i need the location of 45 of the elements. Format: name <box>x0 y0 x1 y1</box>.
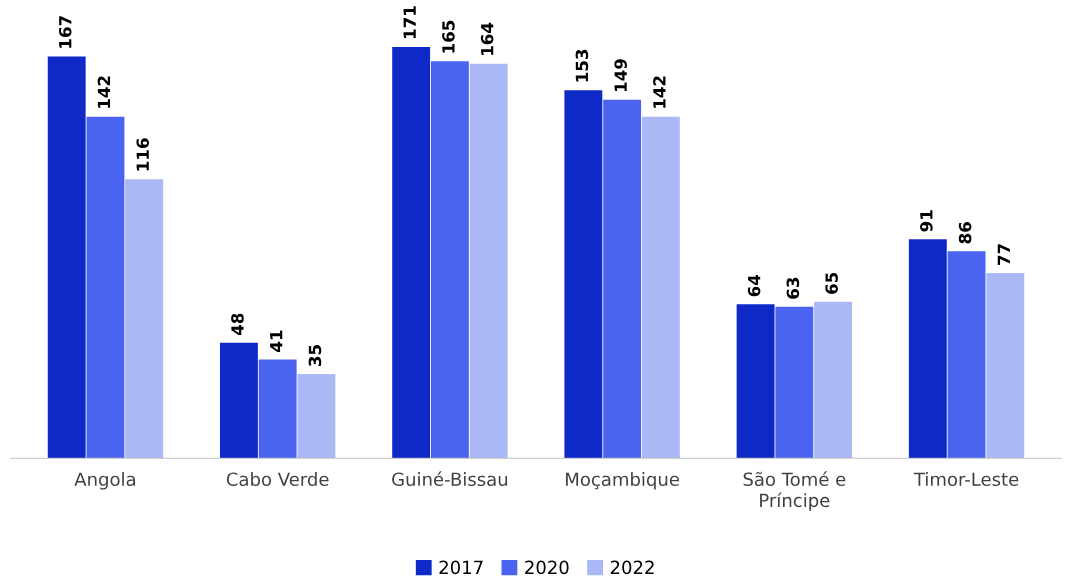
bar <box>125 179 164 459</box>
data-label: 165 <box>442 20 455 53</box>
bar <box>736 304 775 459</box>
x-tick-label: Timor-Leste <box>913 472 1019 487</box>
bar <box>219 342 258 459</box>
data-label: 35 <box>308 345 322 366</box>
data-label: 63 <box>786 277 800 299</box>
bar <box>297 374 336 459</box>
data-label: 142 <box>97 76 111 108</box>
x-tick-label: São Tomé e Príncipe <box>743 471 846 511</box>
bar <box>908 239 947 459</box>
data-label: 91 <box>920 210 933 232</box>
bar <box>47 56 86 459</box>
bar <box>603 99 642 459</box>
data-label: 64 <box>747 274 761 297</box>
data-label: 142 <box>653 76 666 108</box>
data-label: 65 <box>825 272 838 294</box>
data-label: 149 <box>614 59 627 92</box>
bar <box>641 116 680 459</box>
bar <box>430 61 469 459</box>
data-label: 86 <box>958 222 972 244</box>
legend-label: 2020 <box>525 560 569 575</box>
bar <box>564 90 603 459</box>
data-label: 116 <box>136 138 150 171</box>
data-label: 48 <box>231 313 244 336</box>
bar <box>986 273 1025 459</box>
x-tick-label: Cabo Verde <box>226 472 329 487</box>
bar <box>392 46 431 459</box>
bar <box>775 306 814 459</box>
x-tick-label: Angola <box>74 472 135 490</box>
legend-label: 2017 <box>439 560 483 575</box>
bar <box>258 359 297 459</box>
data-label: 77 <box>997 244 1010 265</box>
x-tick-label: Moçambique <box>566 472 679 490</box>
x-tick-label: Guiné-Bissau <box>392 471 508 487</box>
data-label: 153 <box>575 49 589 82</box>
data-label: 171 <box>403 6 416 39</box>
bar <box>947 251 986 459</box>
data-label: 164 <box>480 22 494 55</box>
legend-label: 2022 <box>610 560 654 575</box>
data-label: 41 <box>270 330 283 352</box>
data-label: 167 <box>58 16 72 48</box>
bar <box>469 63 508 459</box>
bar <box>86 116 125 459</box>
bar <box>814 301 853 459</box>
